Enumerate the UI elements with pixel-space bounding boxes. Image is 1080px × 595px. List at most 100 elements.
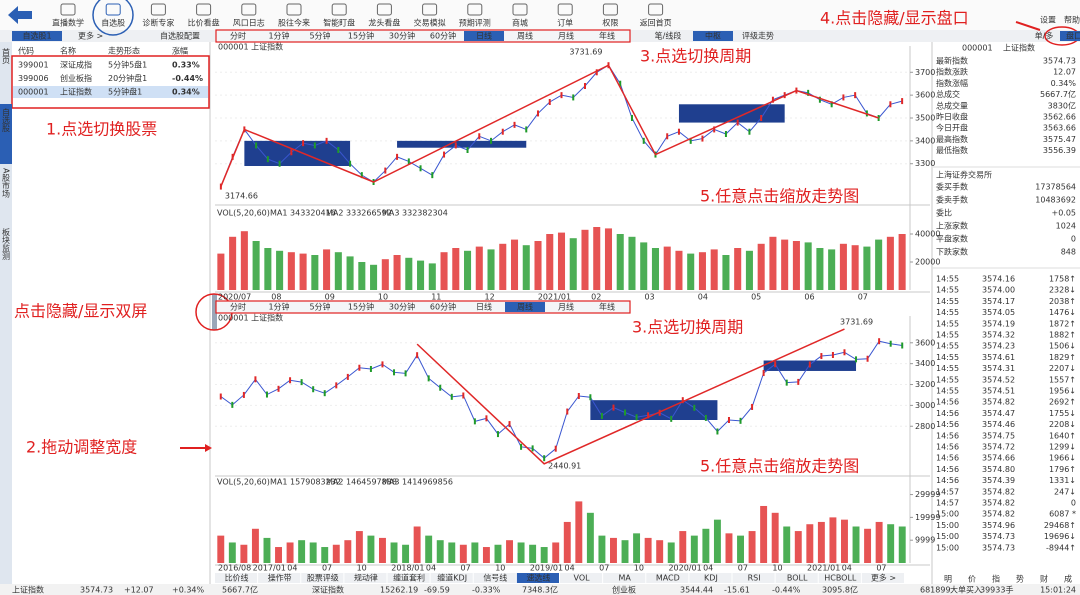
period-tab[interactable]: 5分钟 — [309, 31, 330, 41]
dual-toggle[interactable] — [212, 294, 217, 330]
sidebar-tab[interactable]: 自选股 — [2, 107, 11, 133]
indicator-tab[interactable]: 操作带 — [268, 573, 292, 583]
toolbar-icon[interactable] — [376, 3, 392, 16]
indicator-tab-bg[interactable] — [689, 573, 732, 583]
watchlist-cell[interactable]: 399001 — [18, 61, 49, 70]
toolbar-link[interactable]: 帮助 — [1064, 15, 1080, 25]
indicator-tab-bg[interactable] — [603, 573, 646, 583]
watchlist-cell[interactable]: 5分钟5盘1 — [108, 60, 147, 70]
indicator-tab-bg[interactable] — [516, 573, 559, 583]
indicator-tab-bg[interactable] — [215, 573, 258, 583]
pivot-zone[interactable] — [397, 140, 527, 148]
indicator-tab-bg[interactable] — [387, 573, 430, 583]
indicator-tab[interactable]: 速选线 — [526, 573, 550, 583]
pivot-zone[interactable] — [590, 400, 718, 420]
indicator-tab[interactable]: HCBOLL — [824, 574, 857, 583]
toolbar-icon[interactable] — [422, 3, 438, 16]
toolbar-label[interactable]: 诊断专家 — [142, 18, 174, 28]
indicator-tab-bg[interactable] — [344, 573, 387, 583]
watchlist-cell[interactable]: 5分钟盘1 — [108, 87, 142, 97]
panel-bottom-tab[interactable]: 指 — [992, 574, 1000, 584]
period-tab[interactable]: 60分钟 — [430, 302, 456, 312]
indicator-tab[interactable]: VOL — [574, 574, 591, 583]
sidebar-tab[interactable]: 板块监测 — [2, 227, 11, 261]
watchlist-cell[interactable]: 0.34% — [172, 88, 200, 97]
indicator-tab-bg[interactable] — [430, 573, 473, 583]
panel-tab[interactable]: 单/多 — [1035, 31, 1054, 41]
toolbar-icon[interactable] — [105, 3, 121, 16]
side-tab[interactable]: 中枢 — [705, 31, 721, 41]
indicator-tab[interactable]: KDJ — [704, 574, 718, 583]
indicator-tab[interactable]: 比价线 — [225, 573, 249, 583]
watchlist-cell[interactable]: 0.33% — [172, 61, 200, 70]
toolbar-icon[interactable] — [467, 3, 483, 16]
back-button[interactable] — [8, 6, 32, 24]
toolbar-link[interactable]: 设置 — [1040, 15, 1056, 25]
toolbar-label[interactable]: 自选股 — [101, 18, 125, 28]
watchlist-cell[interactable]: 000001 — [18, 88, 49, 97]
indicator-tab[interactable]: BOLL — [787, 574, 808, 583]
period-tab[interactable]: 年线 — [599, 31, 615, 41]
period-tab[interactable]: 日线 — [476, 302, 492, 312]
toolbar-label[interactable]: 直播数学 — [52, 18, 84, 28]
period-tab[interactable]: 15分钟 — [348, 31, 374, 41]
period-tab[interactable]: 1分钟 — [268, 31, 289, 41]
indicator-tab-bg[interactable] — [560, 573, 603, 583]
watchlist-cell[interactable]: 创业板指 — [60, 73, 92, 83]
period-tab[interactable]: 5分钟 — [309, 302, 330, 312]
period-tab[interactable]: 周线 — [517, 302, 533, 312]
indicator-tab-bg[interactable] — [258, 573, 301, 583]
toolbar-label[interactable]: 权限 — [602, 18, 618, 28]
watchlist-tab[interactable]: 自选股配置 — [160, 31, 200, 41]
period-tab[interactable]: 分时 — [230, 31, 246, 41]
watchlist-cell[interactable]: 深证成指 — [60, 60, 92, 70]
toolbar-label[interactable]: 订单 — [557, 18, 573, 28]
sidebar-tab[interactable]: 首页 — [2, 47, 11, 65]
toolbar-icon[interactable] — [60, 3, 76, 16]
indicator-tab-bg[interactable] — [646, 573, 689, 583]
toolbar-icon[interactable] — [512, 3, 528, 16]
side-tab[interactable]: 笔/线段 — [655, 31, 682, 41]
watchlist-cell[interactable]: 20分钟盘1 — [108, 73, 147, 83]
period-tab[interactable]: 日线 — [476, 31, 492, 41]
indicator-tab-bg[interactable] — [818, 573, 861, 583]
indicator-tab[interactable]: 规动律 — [354, 573, 378, 583]
toolbar-icon[interactable] — [331, 3, 347, 16]
indicator-tab-bg[interactable] — [861, 573, 904, 583]
indicator-tab-bg[interactable] — [732, 573, 775, 583]
watchlist-cell[interactable]: 399006 — [18, 74, 49, 83]
pivot-zone[interactable] — [678, 104, 785, 123]
toolbar-icon[interactable] — [557, 3, 573, 16]
toolbar-icon[interactable] — [286, 3, 302, 16]
side-tab[interactable]: 评级走势 — [742, 31, 774, 41]
toolbar-label[interactable]: 风口日志 — [233, 18, 265, 28]
toolbar-label[interactable]: 商城 — [512, 18, 528, 28]
toolbar-label[interactable]: 比价看盘 — [188, 18, 220, 28]
toolbar-icon[interactable] — [648, 3, 664, 16]
watchlist-tab[interactable]: 更多 > — [78, 31, 103, 41]
indicator-tab[interactable]: RSI — [748, 574, 761, 583]
period-tab[interactable]: 月线 — [558, 31, 574, 41]
panel-bottom-tab[interactable]: 成 — [1064, 574, 1072, 584]
toolbar-icon[interactable] — [602, 3, 618, 16]
period-tab[interactable]: 年线 — [599, 302, 615, 312]
period-tab[interactable]: 60分钟 — [430, 31, 456, 41]
toolbar-label[interactable]: 预期评测 — [459, 18, 491, 28]
panel-bottom-tab[interactable]: 势 — [1016, 574, 1024, 584]
toolbar-label[interactable]: 交易模拟 — [414, 18, 446, 28]
pivot-zone[interactable] — [244, 140, 351, 166]
period-tab[interactable]: 30分钟 — [389, 31, 415, 41]
toolbar-label[interactable]: 龙头看盘 — [368, 18, 400, 28]
panel-bottom-tab[interactable]: 明 — [944, 575, 952, 584]
toolbar-icon[interactable] — [196, 3, 212, 16]
period-tab[interactable]: 1分钟 — [268, 302, 289, 312]
indicator-tab[interactable]: 股票评级 — [307, 573, 339, 583]
toolbar-icon[interactable] — [150, 3, 166, 16]
watchlist-cell[interactable]: 上证指数 — [60, 87, 92, 97]
period-tab[interactable]: 30分钟 — [389, 302, 415, 312]
indicator-tab[interactable]: 信号线 — [483, 573, 507, 583]
indicator-tab-bg[interactable] — [473, 573, 516, 583]
period-tab[interactable]: 15分钟 — [348, 302, 374, 312]
indicator-tab[interactable]: 缠道KDJ — [437, 573, 467, 583]
indicator-tab[interactable]: MA — [619, 574, 632, 583]
